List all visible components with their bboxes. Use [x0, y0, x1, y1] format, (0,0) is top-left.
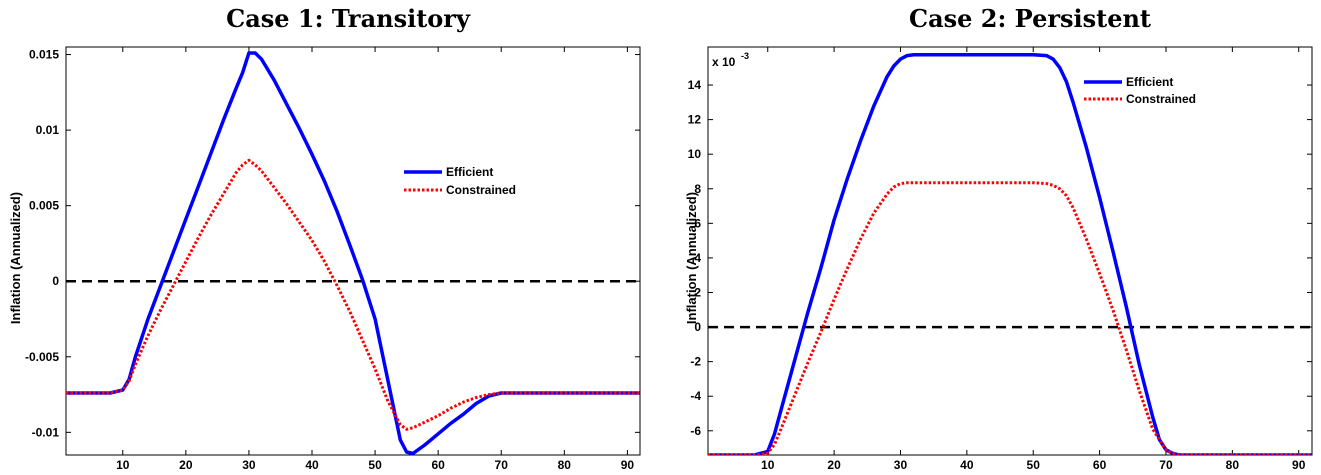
series-line-efficient: [66, 51, 640, 455]
y-axis-label: Inflation (Annualized): [8, 192, 23, 324]
x-tick-label: 30: [242, 458, 256, 472]
y-tick-label: -6: [690, 424, 701, 438]
y-tick-label: 8: [694, 182, 701, 196]
x-tick-label: 40: [305, 458, 319, 472]
y-tick-label: 4: [694, 251, 701, 265]
axis-exponent-label: x 10: [712, 55, 736, 69]
y-tick-label: 10: [688, 147, 702, 161]
y-tick-label: -2: [690, 355, 701, 369]
chart-title: Case 2: Persistent: [909, 4, 1151, 33]
y-tick-label: 0: [52, 274, 59, 288]
x-tick-label: 10: [116, 458, 130, 472]
y-axis-label: Inflation (Annualized): [684, 192, 699, 324]
legend-label-constrained: Constrained: [446, 183, 516, 197]
y-tick-label: -0.005: [25, 350, 59, 364]
y-tick-label: 0.015: [29, 48, 59, 62]
x-tick-label: 20: [179, 458, 193, 472]
x-tick-label: 80: [1226, 458, 1240, 472]
y-tick-label: 0.01: [36, 123, 60, 137]
x-tick-label: 60: [431, 458, 445, 472]
y-tick-label: 6: [694, 216, 701, 230]
x-tick-label: 20: [827, 458, 841, 472]
plot-frame: [707, 46, 1313, 456]
legend: Efficient Constrained: [404, 165, 516, 197]
legend: Efficient Constrained: [1084, 75, 1196, 106]
x-tick-label: 80: [558, 458, 572, 472]
x-tick-label: 70: [495, 458, 509, 472]
series-line-constrained: [66, 158, 640, 431]
y-tick-label: 0: [694, 320, 701, 334]
chart-title: Case 1: Transitory: [226, 4, 471, 33]
y-tick-label: 14: [688, 78, 702, 92]
plot-frame: [65, 46, 641, 456]
x-tick-label: 50: [1027, 458, 1041, 472]
legend-label-efficient: Efficient: [446, 165, 493, 179]
x-tick-label: 50: [368, 458, 382, 472]
axis-exponent-superscript: -3: [741, 51, 749, 61]
y-tick-label: 0.005: [29, 199, 59, 213]
x-tick-label: 90: [621, 458, 635, 472]
x-tick-label: 40: [960, 458, 974, 472]
legend-label-constrained: Constrained: [1126, 92, 1196, 106]
chart-panel-persistent: Case 2: Persistent Inflation (Annualized…: [684, 4, 1313, 472]
series-line-efficient: [708, 53, 1312, 455]
y-tick-label: -4: [690, 389, 701, 403]
y-tick-label: -0.01: [32, 425, 60, 439]
legend-label-efficient: Efficient: [1126, 75, 1173, 89]
series-line-constrained: [708, 181, 1312, 455]
x-tick-label: 10: [761, 458, 775, 472]
x-tick-label: 60: [1093, 458, 1107, 472]
y-tick-label: 12: [688, 113, 702, 127]
x-tick-label: 30: [894, 458, 908, 472]
chart-panel-transitory: Case 1: Transitory Inflation (Annualized…: [8, 4, 641, 472]
x-tick-label: 70: [1159, 458, 1173, 472]
x-tick-label: 90: [1292, 458, 1306, 472]
y-tick-label: 2: [694, 285, 701, 299]
